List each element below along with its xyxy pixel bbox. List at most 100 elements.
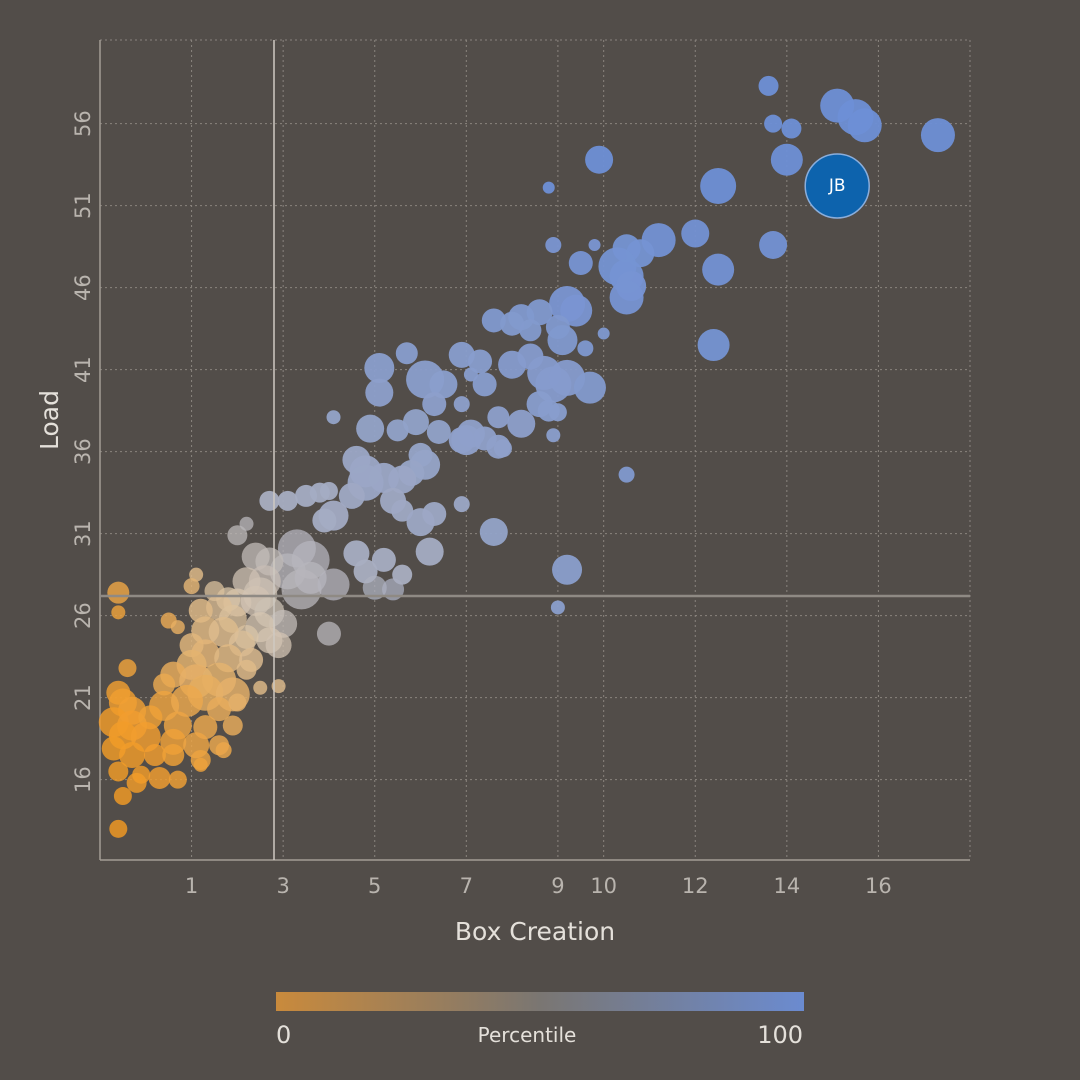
- data-point[interactable]: [118, 659, 137, 678]
- data-point[interactable]: [277, 490, 298, 511]
- data-point[interactable]: [545, 237, 562, 253]
- data-point[interactable]: [107, 581, 130, 604]
- data-point[interactable]: [317, 568, 350, 601]
- data-point[interactable]: [552, 554, 583, 585]
- data-point[interactable]: [126, 772, 147, 793]
- data-point[interactable]: [573, 371, 606, 404]
- data-point[interactable]: [429, 370, 458, 399]
- data-point[interactable]: [560, 294, 593, 327]
- highlight-group: JB: [804, 153, 870, 219]
- data-point[interactable]: [481, 308, 506, 333]
- data-point[interactable]: [468, 349, 493, 374]
- data-point[interactable]: [108, 761, 129, 782]
- data-point[interactable]: [697, 329, 730, 362]
- data-point[interactable]: [500, 311, 525, 336]
- data-point[interactable]: [364, 353, 395, 383]
- data-point[interactable]: [402, 409, 429, 436]
- data-point[interactable]: [487, 406, 510, 429]
- data-point[interactable]: [764, 114, 783, 133]
- data-point[interactable]: [113, 787, 132, 806]
- data-point[interactable]: [759, 231, 788, 259]
- data-point[interactable]: [170, 620, 185, 635]
- data-point[interactable]: [109, 819, 128, 838]
- data-point[interactable]: [415, 537, 444, 566]
- data-point[interactable]: [453, 496, 470, 513]
- data-point[interactable]: [550, 600, 565, 615]
- data-point[interactable]: [526, 299, 553, 326]
- data-point[interactable]: [388, 465, 417, 494]
- data-point[interactable]: [422, 501, 447, 526]
- data-point[interactable]: [222, 715, 243, 736]
- highlight-point[interactable]: [804, 153, 870, 219]
- data-point[interactable]: [189, 567, 204, 582]
- data-point[interactable]: [253, 680, 268, 695]
- data-point[interactable]: [391, 499, 414, 522]
- data-point[interactable]: [193, 757, 208, 772]
- data-point[interactable]: [547, 325, 578, 356]
- data-point[interactable]: [609, 280, 644, 315]
- data-point[interactable]: [920, 118, 955, 153]
- data-point[interactable]: [171, 684, 203, 717]
- data-point[interactable]: [215, 742, 232, 759]
- data-point[interactable]: [143, 744, 166, 767]
- data-point[interactable]: [338, 482, 365, 509]
- data-point[interactable]: [577, 340, 594, 357]
- data-point[interactable]: [588, 239, 601, 251]
- data-point[interactable]: [326, 410, 341, 425]
- data-point[interactable]: [265, 632, 292, 659]
- data-point[interactable]: [479, 518, 508, 546]
- data-point[interactable]: [847, 108, 882, 143]
- data-point[interactable]: [316, 621, 341, 646]
- data-point[interactable]: [493, 439, 512, 458]
- data-point[interactable]: [546, 428, 561, 443]
- data-point[interactable]: [239, 516, 254, 531]
- data-point[interactable]: [259, 490, 280, 511]
- data-point[interactable]: [542, 181, 555, 194]
- data-point[interactable]: [228, 693, 247, 712]
- data-point[interactable]: [507, 409, 536, 438]
- data-point[interactable]: [498, 350, 527, 379]
- data-point[interactable]: [568, 251, 593, 276]
- data-point[interactable]: [702, 253, 735, 286]
- data-point[interactable]: [183, 578, 200, 595]
- data-point[interactable]: [448, 427, 475, 454]
- data-point[interactable]: [111, 605, 126, 620]
- data-point[interactable]: [236, 659, 257, 680]
- y-tick-label: 26: [71, 602, 95, 629]
- data-point[interactable]: [519, 319, 542, 342]
- data-point[interactable]: [700, 167, 737, 204]
- data-point[interactable]: [758, 75, 779, 96]
- data-point[interactable]: [453, 396, 470, 413]
- data-point[interactable]: [227, 525, 248, 546]
- data-point[interactable]: [472, 372, 497, 397]
- data-point[interactable]: [395, 342, 418, 365]
- data-point[interactable]: [241, 542, 270, 571]
- data-point[interactable]: [681, 219, 710, 248]
- data-point[interactable]: [168, 770, 187, 789]
- data-point[interactable]: [585, 145, 614, 174]
- data-point[interactable]: [426, 419, 451, 444]
- x-tick-label: 3: [276, 874, 289, 898]
- data-point[interactable]: [319, 482, 338, 500]
- data-point[interactable]: [356, 414, 385, 443]
- data-point[interactable]: [119, 742, 146, 769]
- data-point[interactable]: [162, 744, 185, 767]
- data-point[interactable]: [597, 327, 610, 340]
- data-point[interactable]: [422, 392, 447, 417]
- data-point[interactable]: [548, 403, 567, 422]
- data-point[interactable]: [271, 679, 286, 694]
- y-axis-title: Load: [35, 390, 64, 450]
- data-point[interactable]: [386, 419, 409, 442]
- data-point[interactable]: [153, 673, 176, 696]
- data-point[interactable]: [362, 575, 387, 600]
- data-point[interactable]: [365, 378, 394, 407]
- data-point[interactable]: [618, 466, 635, 483]
- data-point[interactable]: [770, 143, 803, 176]
- data-point[interactable]: [207, 697, 232, 722]
- data-point[interactable]: [463, 367, 478, 382]
- data-point[interactable]: [781, 118, 802, 139]
- data-point[interactable]: [312, 508, 337, 533]
- data-point[interactable]: [148, 767, 171, 789]
- data-point[interactable]: [371, 547, 396, 572]
